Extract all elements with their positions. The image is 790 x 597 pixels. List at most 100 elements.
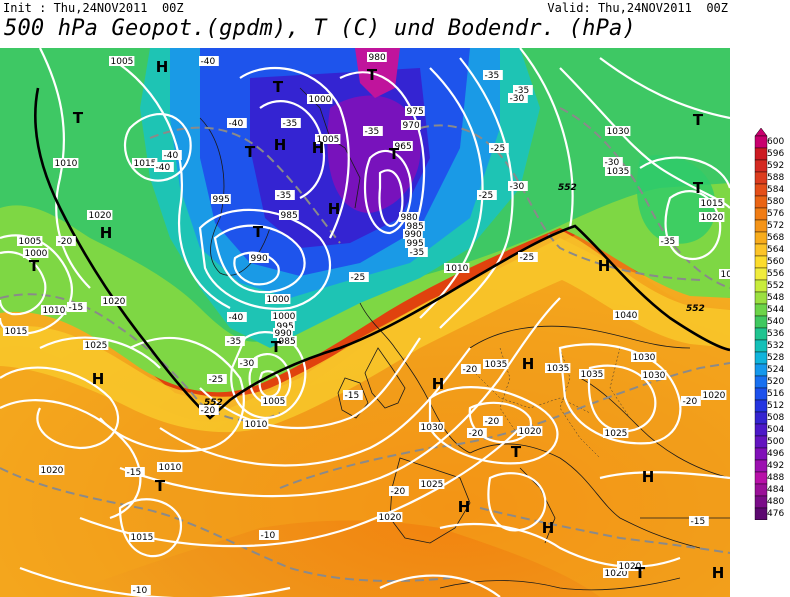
legend-swatch: [754, 135, 768, 149]
isobar-label: 1025: [603, 428, 629, 439]
isotherm-label-text: -35: [661, 237, 676, 247]
isobar-label-bg: [157, 462, 183, 472]
legend-label: 504: [767, 425, 785, 435]
isobar-label-bg: [699, 198, 725, 208]
isobar-label-text: 1000: [273, 312, 296, 322]
legend-label: 576: [767, 209, 785, 219]
isotherm-label: -20: [467, 428, 487, 439]
isobar-label: 1035: [545, 363, 571, 374]
isotherm-label-text: -20: [463, 365, 478, 375]
isobar-label-bg: [315, 134, 341, 144]
isotherm-label: -30: [238, 358, 258, 369]
isobar-label: 1020: [39, 465, 65, 476]
isotherm-label-bg: [67, 302, 87, 312]
isotherm-label-text: -35: [410, 248, 425, 258]
isobar-label-text: 1015: [134, 159, 157, 169]
isotherm-label-text: -25: [351, 273, 366, 283]
isobar-label: 1025: [83, 340, 109, 351]
isotherm-label-text: -40: [229, 119, 244, 129]
isobar-label-text: 1020: [703, 391, 726, 401]
isobar-label-text: 985: [407, 222, 424, 232]
isotherm-label-bg: [154, 162, 174, 172]
isobar-label-text: 1020: [619, 562, 642, 572]
low-pressure-center: T: [273, 78, 284, 96]
legend-swatch: [754, 171, 768, 185]
chart-title: 500 hPa Geopot.(gpdm), T (C) und Bodendr…: [4, 16, 636, 41]
isobar-label-bg: [613, 310, 639, 320]
legend-label: 544: [767, 305, 785, 315]
contour-552-label: 552: [204, 398, 223, 408]
map-labels: 1005100010059809759709659959859909809859…: [3, 52, 730, 596]
legend-label: 484: [767, 485, 785, 495]
isobar-label-bg: [17, 236, 43, 246]
isobar-label-bg: [109, 56, 135, 66]
isotherm-label-bg: [689, 516, 709, 526]
isobar-label-bg: [53, 158, 79, 168]
isotherm-label-text: -20: [469, 429, 484, 439]
isobar-label-bg: [23, 248, 49, 258]
isobar-label-bg: [603, 568, 629, 578]
high-pressure-center: H: [274, 136, 287, 154]
isobar-label-text: 1020: [519, 427, 542, 437]
isobar-label-bg: [517, 426, 543, 436]
isobar-label: 1005: [261, 396, 287, 407]
legend-swatch: [754, 471, 768, 485]
isobar-label-text: 970: [403, 121, 420, 131]
isobar-label-bg: [401, 120, 421, 130]
isotherm-label: -20: [461, 364, 481, 375]
isobar-label-bg: [265, 294, 291, 304]
isobar-label: 990: [403, 229, 423, 240]
isobar-label: 980: [367, 52, 387, 63]
isotherm-label-text: -35: [365, 127, 380, 137]
low-pressure-center: T: [271, 338, 282, 356]
legend-swatch: [754, 231, 768, 245]
isotherm-label-bg: [681, 396, 701, 406]
legend-swatch: [754, 159, 768, 173]
isotherm-label-text: -35: [515, 86, 530, 96]
isobar-label-text: 1005: [19, 237, 42, 247]
isotherm-label-text: -20: [391, 487, 406, 497]
isotherm-label-text: -10: [133, 586, 148, 596]
legend-swatch: [754, 387, 768, 401]
weather-map[interactable]: 1005 1000 1005 980 975 970 965 995 985 990 980 985 9…: [0, 48, 730, 597]
isobar-label-text: 965: [395, 142, 412, 152]
isobar-label: 1020: [701, 390, 727, 401]
legend-swatch: [754, 183, 768, 197]
isobar-label-text: 1030: [421, 423, 444, 433]
isobar-label-bg: [275, 321, 295, 331]
isobar-label-text: 980: [369, 53, 386, 63]
isotherm-label: -25: [489, 143, 509, 154]
legend-label: 592: [767, 161, 785, 171]
isobar-label-text: 990: [251, 254, 268, 264]
isotherm-label-bg: [489, 143, 509, 153]
low-pressure-center: T: [389, 145, 400, 163]
isobar-label-bg: [211, 194, 231, 204]
isobar-label: 1010: [157, 462, 183, 473]
isobar-label-bg: [377, 512, 403, 522]
isobar-label: 1020: [699, 212, 725, 223]
isobar-label-text: 1010: [43, 306, 66, 316]
isotherm-label-bg: [227, 312, 247, 322]
isotherm-label-bg: [518, 252, 538, 262]
field-fill-magenta: [355, 48, 400, 98]
isotherm-label: -35: [408, 247, 428, 258]
isotherm-label: -15: [67, 302, 87, 313]
isobar-label-text: 1015: [5, 327, 28, 337]
isobar-label-text: 1010: [245, 420, 268, 430]
isotherm-label: -20: [389, 486, 409, 497]
isobar-label: 995: [405, 238, 425, 249]
isobar-label-bg: [41, 305, 67, 315]
map-canvas: 1005100010059809759709659959859909809859…: [0, 48, 730, 597]
isobar-label-bg: [403, 229, 423, 239]
isobar-label-bg: [699, 212, 725, 222]
contour-552-label: 552: [558, 183, 577, 193]
isotherm-label: -25: [207, 374, 227, 385]
isobar-label-text: 990: [405, 230, 422, 240]
isotherm-label: -30: [508, 93, 528, 104]
isobar-label-bg: [419, 422, 445, 432]
isobar-label: 1025: [719, 269, 730, 280]
isotherm-label-bg: [477, 190, 497, 200]
legend-label: 480: [767, 497, 785, 507]
isotherm-label-text: -40: [201, 57, 216, 67]
isobar-label-text: 1030: [643, 371, 666, 381]
